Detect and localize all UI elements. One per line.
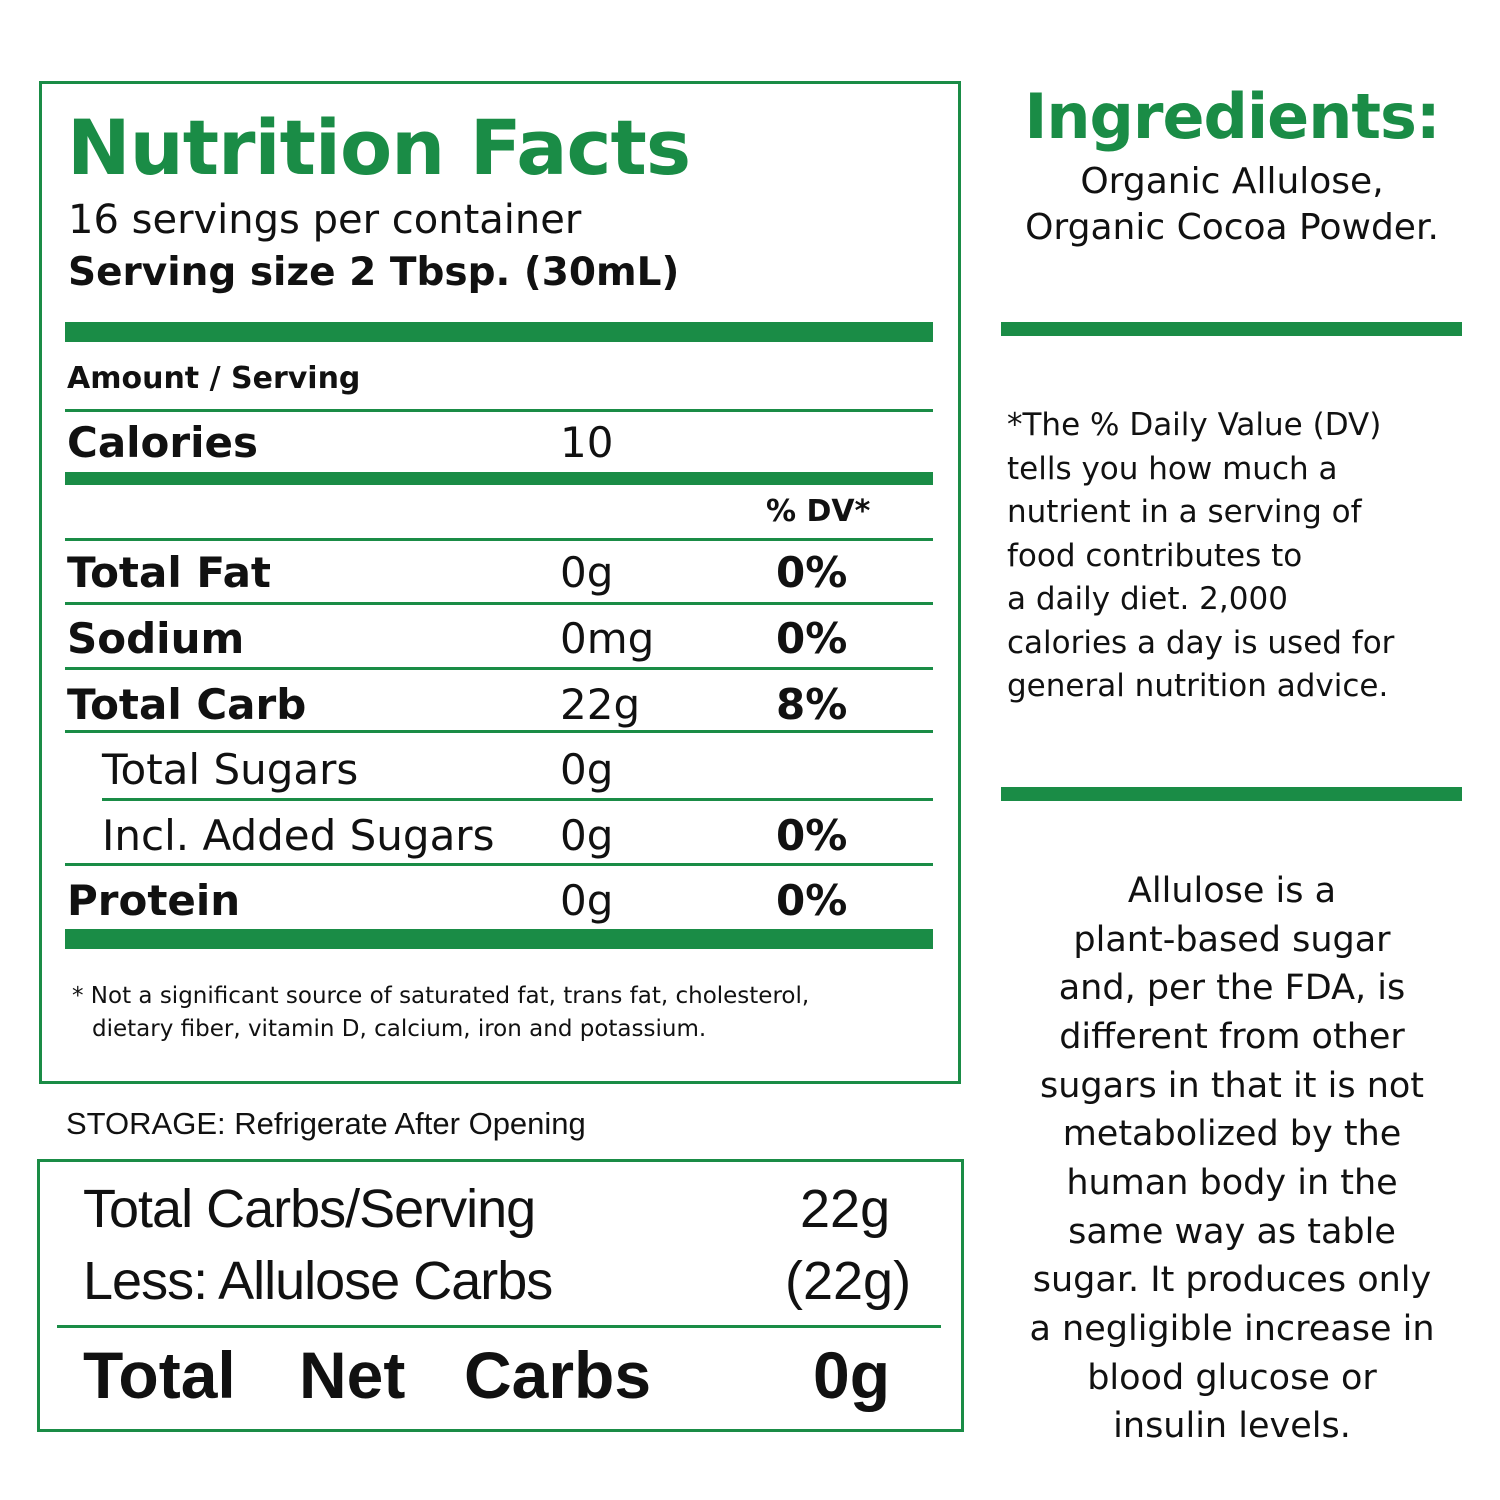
divider — [65, 538, 933, 541]
divider — [65, 602, 933, 605]
net-carbs-panel — [37, 1159, 964, 1432]
right-divider — [1001, 787, 1462, 801]
allulose-note-line: blood glucose or — [1087, 1358, 1377, 1398]
nutrient-label-total-carb: Total Carb — [67, 680, 307, 729]
nutrient-amount-sodium: 0mg — [560, 614, 655, 663]
nutrient-dv-total-carb: 8% — [776, 680, 848, 729]
divider — [65, 667, 933, 670]
nutrition-footnote-line1: * Not a significant source of saturated … — [72, 983, 810, 1009]
calories-value: 10 — [560, 418, 614, 467]
allulose-note-line: and, per the FDA, is — [1058, 968, 1406, 1008]
amount-per-serving-label: Amount / Serving — [67, 361, 361, 396]
allulose-note-line: same way as table — [1068, 1212, 1396, 1252]
net-carbs-label-net: Net — [299, 1338, 406, 1412]
nutrient-label-sodium: Sodium — [67, 614, 245, 663]
allulose-note-line: sugars in that it is not — [1039, 1066, 1425, 1106]
allulose-note-line: insulin levels. — [1113, 1406, 1351, 1446]
net-carbs-label-total: Total — [83, 1338, 236, 1412]
servings-per-container: 16 servings per container — [68, 197, 582, 243]
dv-note-line: a daily diet. 2,000 — [1007, 581, 1288, 617]
net-carbs-value: 0g — [813, 1338, 891, 1412]
divider — [65, 730, 933, 733]
nutrient-label-added-sugars: Incl. Added Sugars — [102, 811, 495, 860]
right-divider — [1001, 322, 1462, 336]
allulose-note-line: different from other — [1059, 1017, 1405, 1057]
medium-divider — [65, 472, 933, 485]
nutrient-label-total-sugars: Total Sugars — [102, 745, 359, 794]
nutrient-dv-total-fat: 0% — [776, 548, 848, 597]
ingredients-title: Ingredients: — [1024, 80, 1440, 153]
nutrient-amount-total-sugars: 0g — [560, 745, 614, 794]
allulose-note-line: Allulose is a — [1127, 871, 1337, 911]
allulose-note-line: metabolized by the — [1062, 1114, 1402, 1154]
nutrient-label-total-fat: Total Fat — [67, 548, 272, 597]
allulose-note-line: sugar. It produces only — [1032, 1260, 1432, 1300]
total-carbs-value: 22g — [800, 1179, 891, 1239]
ingredients-line2: Organic Cocoa Powder. — [1025, 207, 1439, 248]
allulose-carbs-value: (22g) — [785, 1251, 912, 1311]
nutrition-facts-title: Nutrition Facts — [67, 103, 691, 192]
storage-instructions: STORAGE: Refrigerate After Opening — [66, 1106, 586, 1141]
thick-divider — [65, 929, 933, 949]
allulose-carbs-label: Less: Allulose Carbs — [83, 1251, 553, 1311]
dv-note-line: calories a day is used for — [1007, 625, 1395, 661]
divider — [65, 863, 933, 866]
dv-note-line: food contributes to — [1007, 538, 1303, 574]
divider — [65, 409, 933, 412]
nutrition-footnote-line2: dietary fiber, vitamin D, calcium, iron … — [92, 1016, 707, 1042]
nutrient-amount-total-carb: 22g — [560, 680, 641, 729]
allulose-note-line: a negligible increase in — [1029, 1309, 1435, 1349]
divider — [57, 1325, 941, 1328]
allulose-note-line: plant-based sugar — [1073, 920, 1391, 960]
thick-divider — [65, 322, 933, 342]
daily-value-header: % DV* — [766, 494, 871, 529]
divider — [102, 798, 933, 801]
serving-size: Serving size 2 Tbsp. (30mL) — [68, 250, 680, 295]
nutrient-dv-protein: 0% — [776, 876, 848, 925]
net-carbs-label-carbs: Carbs — [464, 1338, 652, 1412]
nutrition-facts-panel — [39, 81, 961, 1084]
total-carbs-label: Total Carbs/Serving — [83, 1179, 536, 1239]
nutrient-amount-added-sugars: 0g — [560, 811, 614, 860]
nutrient-amount-protein: 0g — [560, 876, 614, 925]
dv-note-line: general nutrition advice. — [1007, 668, 1389, 704]
calories-label: Calories — [67, 418, 259, 467]
dv-note-line: nutrient in a serving of — [1007, 494, 1362, 530]
allulose-note-line: human body in the — [1066, 1163, 1398, 1203]
nutrient-dv-sodium: 0% — [776, 614, 848, 663]
nutrient-amount-total-fat: 0g — [560, 548, 614, 597]
dv-note-line: tells you how much a — [1007, 451, 1338, 487]
ingredients-line1: Organic Allulose, — [1080, 161, 1384, 202]
dv-note-line: *The % Daily Value (DV) — [1007, 407, 1382, 443]
nutrient-label-protein: Protein — [67, 876, 241, 925]
nutrient-dv-added-sugars: 0% — [776, 811, 848, 860]
